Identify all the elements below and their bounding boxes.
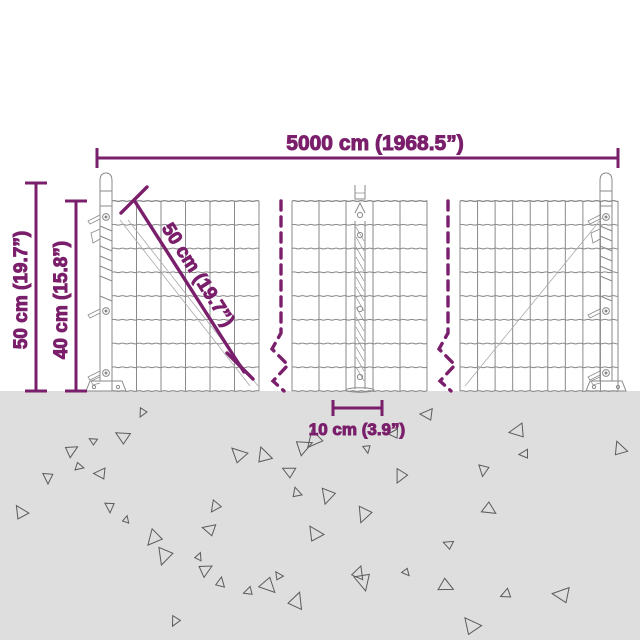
svg-text:10 cm (3.9”): 10 cm (3.9”) [309, 420, 405, 439]
svg-text:50 cm (19.7”): 50 cm (19.7”) [157, 220, 238, 331]
svg-text:40 cm (15.8”): 40 cm (15.8”) [51, 241, 72, 359]
svg-text:50 cm (19.7”): 50 cm (19.7”) [11, 231, 32, 349]
svg-text:5000 cm (1968.5”): 5000 cm (1968.5”) [286, 132, 463, 155]
